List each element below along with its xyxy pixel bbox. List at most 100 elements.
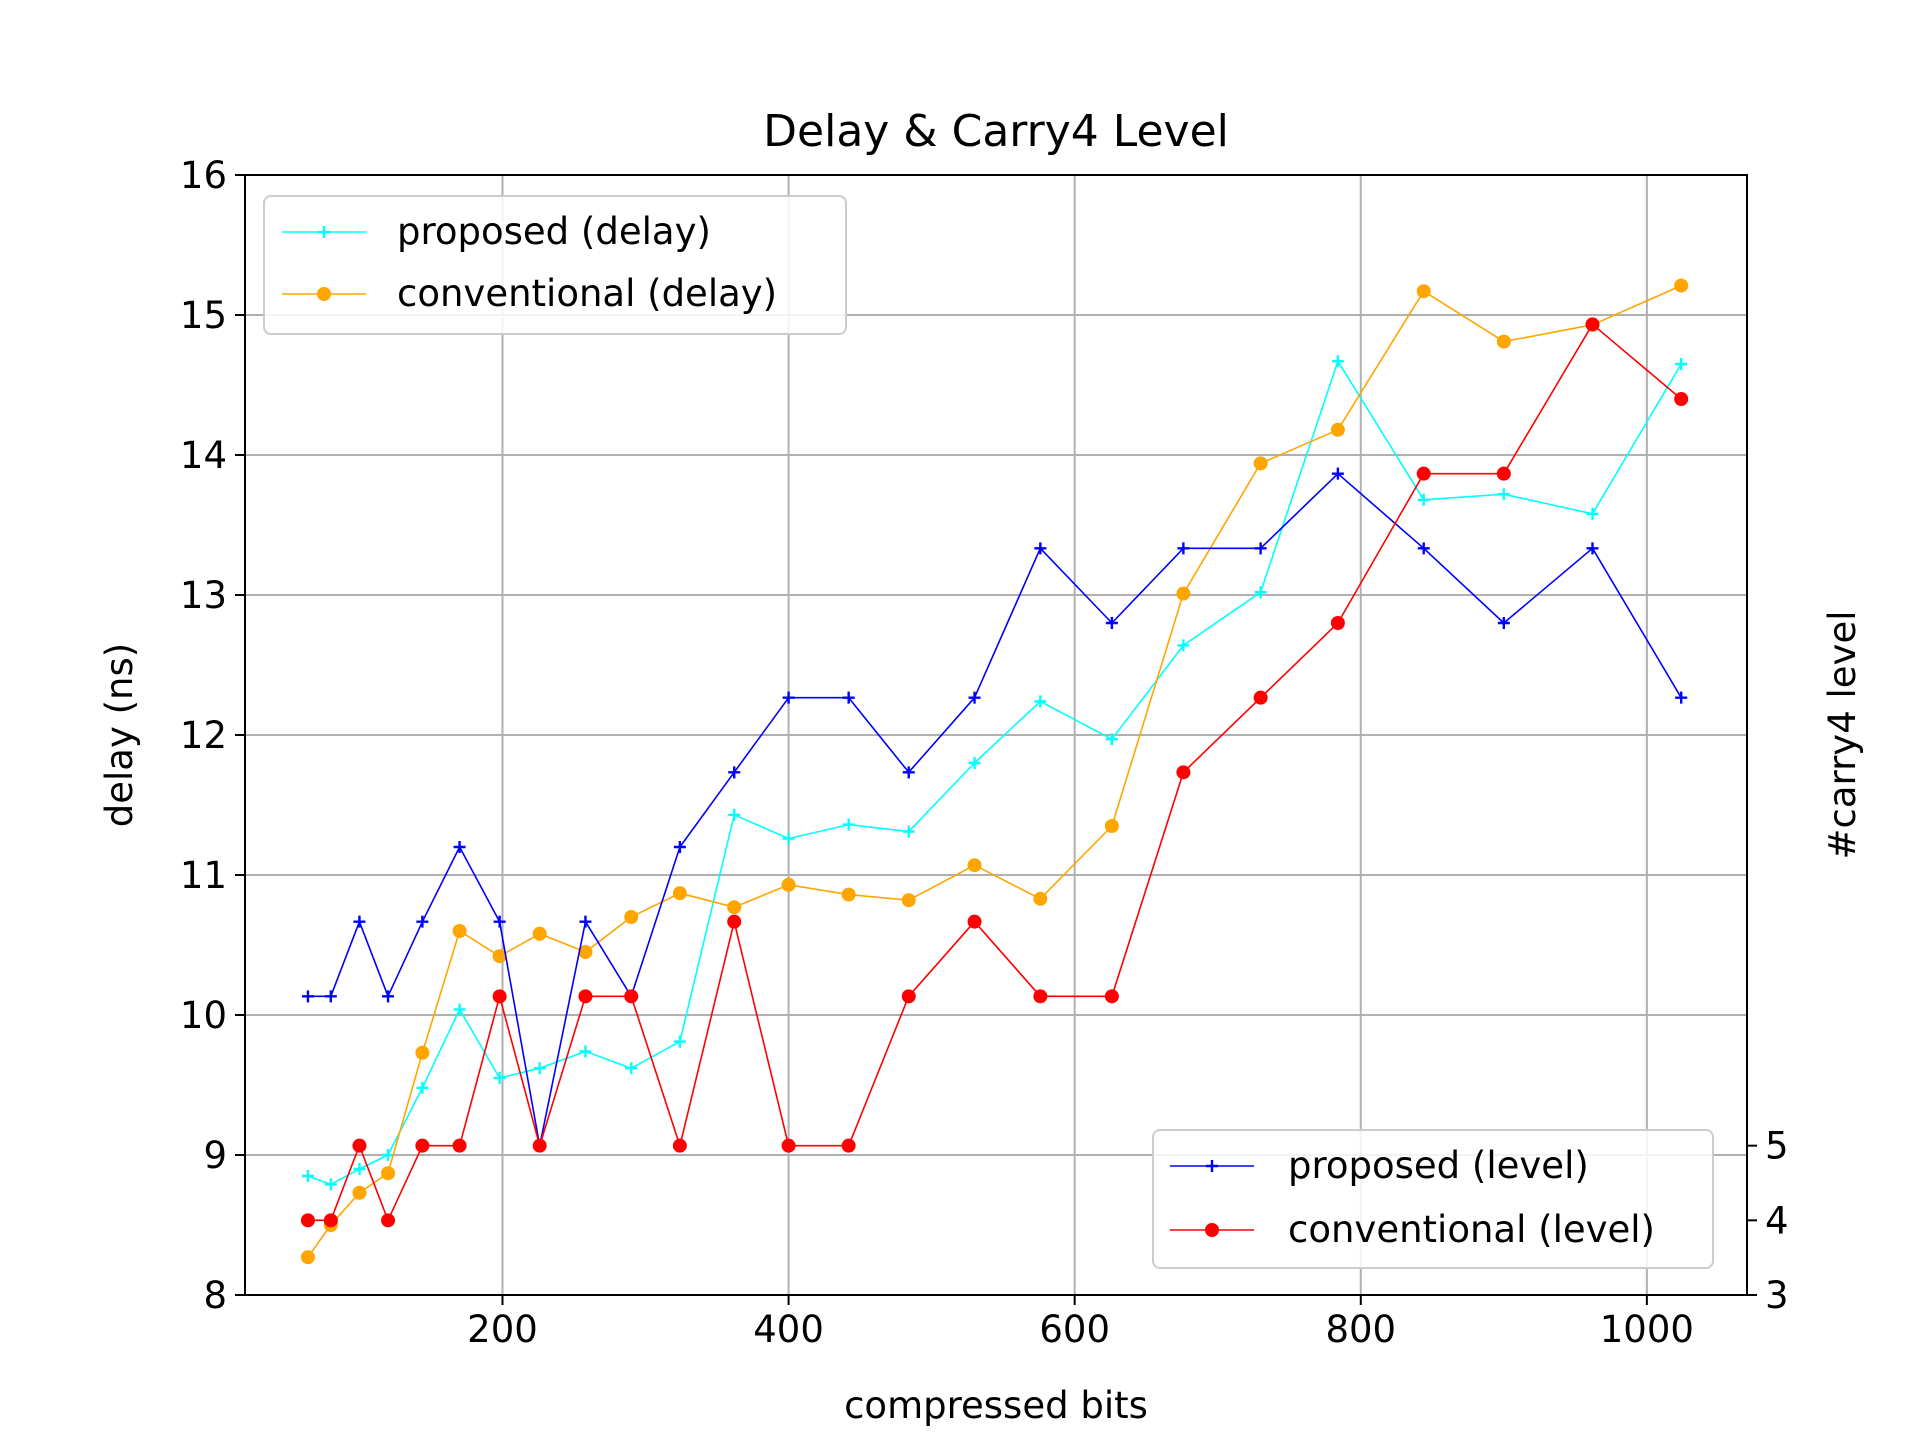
data-point xyxy=(1034,695,1047,708)
data-point xyxy=(1497,488,1510,501)
y2-tick-label: 4 xyxy=(1765,1199,1789,1242)
data-point xyxy=(352,1138,367,1153)
data-point xyxy=(1105,733,1118,746)
data-point xyxy=(301,1170,314,1182)
data-point xyxy=(300,1250,315,1265)
data-point xyxy=(1254,542,1267,555)
data-point xyxy=(1033,989,1048,1004)
data-point xyxy=(902,766,915,779)
data-point xyxy=(532,1138,547,1153)
data-point xyxy=(728,766,741,779)
data-point xyxy=(673,1035,686,1048)
data-point xyxy=(842,818,855,831)
data-point xyxy=(1105,617,1118,629)
data-point xyxy=(352,1185,367,1200)
data-point xyxy=(1416,466,1431,481)
data-point xyxy=(1176,586,1191,601)
data-point xyxy=(1497,617,1510,629)
data-point xyxy=(782,691,795,704)
data-point xyxy=(672,1138,687,1153)
data-point xyxy=(625,1062,638,1075)
legend-proposed-level-marker xyxy=(1206,1160,1218,1172)
data-point xyxy=(1416,284,1431,299)
data-point xyxy=(901,893,916,908)
data-point xyxy=(381,1166,396,1181)
data-point xyxy=(1254,586,1267,599)
y-axis-label: delay (ns) xyxy=(98,643,141,827)
data-point xyxy=(672,886,687,901)
data-point xyxy=(1104,989,1119,1004)
y-tick-label: 15 xyxy=(180,294,227,337)
y-tick-label: 16 xyxy=(180,154,227,197)
data-point xyxy=(1330,616,1345,630)
y-tick-label: 11 xyxy=(180,854,227,897)
data-point xyxy=(624,989,639,1004)
x-axis: 200 400 600 800 1000 xyxy=(467,1295,1694,1351)
data-point xyxy=(1330,422,1345,437)
data-point xyxy=(1496,334,1511,349)
data-point xyxy=(416,1081,429,1094)
legend-proposed-level-label: proposed (level) xyxy=(1288,1144,1589,1187)
y2-tick-label: 5 xyxy=(1765,1125,1789,1168)
data-point xyxy=(1417,542,1430,555)
data-point xyxy=(452,924,467,938)
y-tick-label: 10 xyxy=(180,994,227,1037)
data-point xyxy=(781,877,796,892)
legend-delay: proposed (delay) conventional (delay) xyxy=(263,195,847,335)
x-tick-label: 800 xyxy=(1325,1308,1396,1351)
data-point xyxy=(579,915,592,928)
data-point xyxy=(1331,355,1344,368)
data-point xyxy=(901,989,916,1004)
data-point xyxy=(1496,466,1511,481)
y-tick-label: 14 xyxy=(180,434,227,477)
data-point xyxy=(1585,317,1600,332)
data-point xyxy=(1586,507,1599,520)
legend-conventional-level-label: conventional (level) xyxy=(1288,1208,1655,1251)
legend-conventional-level-marker xyxy=(1205,1223,1219,1237)
legend-conventional-delay-label: conventional (delay) xyxy=(397,272,777,315)
data-point xyxy=(1034,542,1047,555)
series-layer xyxy=(300,278,1689,1265)
legend-level-box xyxy=(1152,1129,1714,1269)
data-point xyxy=(532,926,547,941)
series-2 xyxy=(300,278,1689,1265)
data-point xyxy=(841,1138,856,1153)
chart-title: Delay & Carry4 Level xyxy=(763,106,1229,157)
x-tick-label: 200 xyxy=(467,1308,538,1351)
data-point xyxy=(1104,819,1119,833)
data-point xyxy=(492,949,507,964)
data-point xyxy=(841,887,856,902)
data-point xyxy=(842,691,855,704)
y2-axis-label: #carry4 level xyxy=(1821,611,1864,860)
series-1 xyxy=(301,355,1688,1191)
legend-level: proposed (level) conventional (level) xyxy=(1152,1129,1714,1269)
data-point xyxy=(415,1138,430,1153)
data-point xyxy=(1253,690,1268,705)
data-point xyxy=(493,1072,506,1084)
data-point xyxy=(967,914,982,929)
data-point xyxy=(382,1149,395,1161)
data-point xyxy=(1176,765,1191,780)
y-axis-left: 8 9 10 11 12 13 14 15 16 xyxy=(180,154,245,1317)
x-axis-label: compressed bits xyxy=(844,1384,1148,1427)
data-point xyxy=(727,900,742,915)
data-point xyxy=(324,990,337,1003)
data-point xyxy=(381,1213,396,1228)
data-point xyxy=(452,1138,467,1153)
data-point xyxy=(727,914,742,929)
data-point xyxy=(1177,639,1190,652)
x-tick-label: 1000 xyxy=(1600,1308,1694,1351)
data-point xyxy=(382,990,395,1003)
data-point xyxy=(579,1045,592,1058)
data-point xyxy=(533,1062,546,1075)
data-point xyxy=(453,1003,466,1016)
x-tick-label: 400 xyxy=(753,1308,824,1351)
legend-proposed-delay-marker xyxy=(318,226,330,238)
series-3 xyxy=(301,467,1688,1152)
data-point xyxy=(624,910,639,924)
data-point xyxy=(1033,891,1048,906)
data-point xyxy=(300,1213,315,1228)
data-point xyxy=(1586,542,1599,555)
legend-proposed-delay-label: proposed (delay) xyxy=(397,210,711,253)
